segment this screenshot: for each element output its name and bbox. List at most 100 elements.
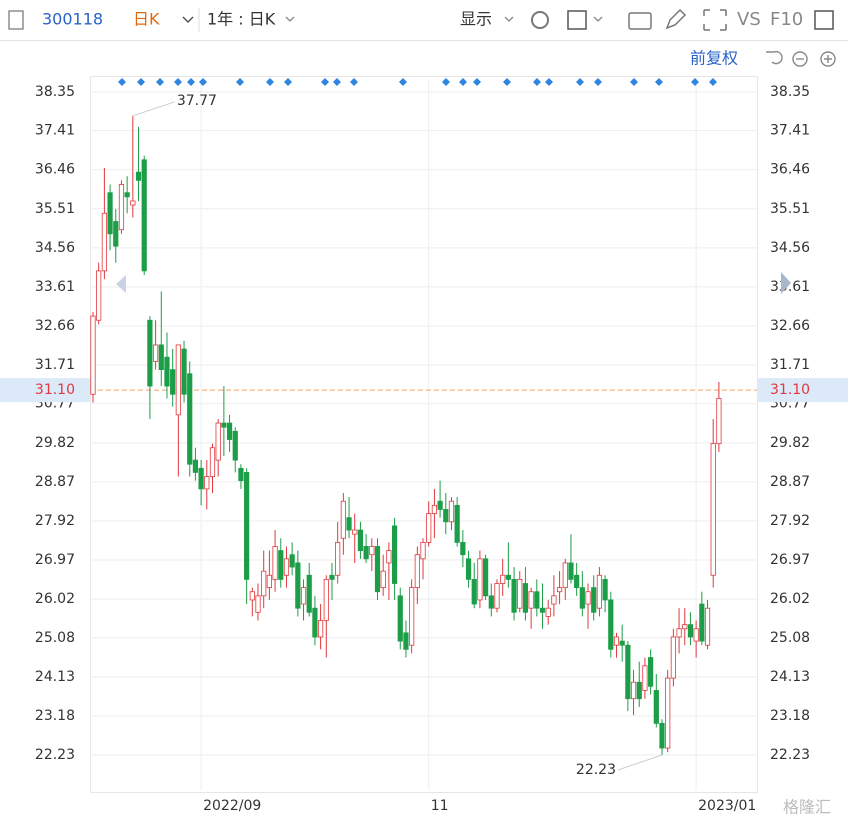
candle-body bbox=[693, 628, 699, 642]
candle-body bbox=[682, 624, 688, 630]
candle-body bbox=[283, 558, 290, 576]
range-button[interactable]: 1年 : 日K bbox=[207, 10, 276, 29]
candle-body bbox=[539, 607, 546, 613]
candle-body bbox=[124, 192, 130, 198]
candle-body bbox=[272, 546, 278, 580]
candle-body bbox=[226, 422, 233, 440]
candle-body bbox=[426, 513, 432, 543]
candle-body bbox=[511, 578, 517, 613]
candle-body bbox=[255, 595, 261, 613]
candle-body bbox=[346, 517, 352, 531]
y-tick-label-right: 25.08 bbox=[770, 630, 810, 646]
candle-body bbox=[602, 578, 608, 601]
candle-body bbox=[152, 344, 159, 362]
candle-body bbox=[90, 315, 96, 395]
candle-body bbox=[323, 578, 329, 621]
event-marker bbox=[187, 78, 195, 86]
candle-body bbox=[198, 467, 204, 490]
event-marker bbox=[576, 78, 584, 86]
fullscreen-icon[interactable] bbox=[703, 9, 727, 31]
vs-button[interactable]: VS bbox=[737, 9, 761, 30]
panel-toggle[interactable] bbox=[814, 10, 834, 30]
y-tick-label-right: 28.87 bbox=[770, 474, 810, 490]
candle-body bbox=[289, 554, 295, 568]
stock-code[interactable]: 300118 bbox=[42, 10, 103, 29]
period-button[interactable]: 日K bbox=[133, 10, 160, 29]
candle-body bbox=[130, 200, 136, 206]
candle-body bbox=[483, 558, 489, 597]
zoom-out-icon[interactable] bbox=[792, 51, 808, 67]
candle-body bbox=[266, 574, 272, 589]
y-tick-label: 33.61 bbox=[35, 279, 75, 295]
zoom-in-icon[interactable] bbox=[820, 51, 836, 67]
max-leader bbox=[132, 101, 175, 117]
candle-body bbox=[147, 319, 153, 387]
sidebar-toggle[interactable] bbox=[8, 10, 24, 30]
period-dropdown[interactable] bbox=[182, 16, 194, 24]
candle-body bbox=[687, 624, 694, 638]
candle-body bbox=[431, 504, 438, 514]
range-dropdown[interactable] bbox=[285, 16, 295, 22]
candle-body bbox=[357, 529, 364, 551]
candle-body bbox=[500, 574, 506, 584]
event-marker bbox=[691, 78, 699, 86]
candle-body bbox=[238, 467, 244, 482]
event-marker bbox=[399, 78, 407, 86]
event-marker bbox=[630, 78, 638, 86]
event-marker bbox=[174, 78, 182, 86]
color-icon[interactable] bbox=[567, 10, 587, 30]
candle-body bbox=[374, 546, 381, 593]
candle-body bbox=[380, 570, 386, 589]
candle-body bbox=[113, 221, 119, 247]
x-tick-label: 2022/09 bbox=[203, 798, 261, 814]
candle-body bbox=[244, 472, 250, 580]
display-button[interactable]: 显示 bbox=[460, 10, 492, 29]
candle-body bbox=[574, 574, 580, 589]
event-marker bbox=[350, 78, 358, 86]
candle-body bbox=[665, 677, 671, 749]
candle-body bbox=[352, 529, 358, 535]
event-marker bbox=[709, 78, 717, 86]
event-marker bbox=[321, 78, 329, 86]
candle-body bbox=[215, 422, 221, 461]
display-dropdown bbox=[504, 16, 514, 22]
candle-body bbox=[648, 657, 654, 687]
y-tick-label-right: 35.51 bbox=[770, 201, 810, 217]
y-tick-label-right: 31.71 bbox=[770, 357, 810, 373]
y-tick-label: 26.97 bbox=[35, 552, 75, 568]
candle-body bbox=[158, 344, 164, 370]
scroll-left[interactable] bbox=[116, 275, 126, 293]
draw-icon[interactable] bbox=[665, 8, 687, 30]
y-tick-label-right: 26.02 bbox=[770, 591, 810, 607]
event-marker bbox=[284, 78, 292, 86]
event-marker bbox=[199, 78, 207, 86]
candle-body bbox=[699, 603, 705, 642]
last-price-label-left: 31.10 bbox=[35, 382, 75, 398]
candle-body bbox=[710, 443, 716, 576]
candle-body bbox=[300, 587, 307, 605]
candle-body bbox=[204, 476, 210, 490]
candle-body bbox=[585, 591, 591, 605]
reset-icon[interactable] bbox=[766, 50, 783, 65]
event-marker bbox=[236, 78, 244, 86]
y-tick-label-right: 27.92 bbox=[770, 513, 810, 529]
candle-body bbox=[409, 587, 415, 646]
candle-body bbox=[101, 212, 107, 272]
candle-body bbox=[556, 587, 563, 593]
f10-button[interactable]: F10 bbox=[770, 9, 803, 30]
candle-body bbox=[454, 504, 460, 543]
settings-icon[interactable] bbox=[531, 11, 549, 29]
candle-body bbox=[653, 690, 659, 724]
event-marker bbox=[459, 78, 467, 86]
scroll-right[interactable] bbox=[781, 272, 791, 294]
adjust-button[interactable]: 前复权 bbox=[690, 49, 738, 68]
camera-icon[interactable] bbox=[628, 12, 652, 30]
candle-body bbox=[107, 192, 113, 235]
y-tick-label: 28.87 bbox=[35, 474, 75, 490]
watermark: 格隆汇 bbox=[783, 798, 831, 817]
candle-body bbox=[551, 595, 557, 605]
candle-body bbox=[135, 171, 142, 181]
y-tick-label-right: 24.13 bbox=[770, 669, 810, 685]
y-tick-label: 26.02 bbox=[35, 591, 75, 607]
candle-body bbox=[340, 500, 346, 539]
